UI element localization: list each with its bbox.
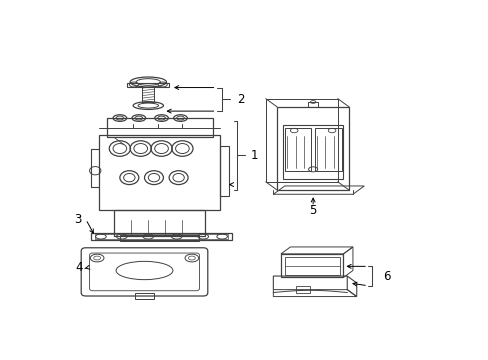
Bar bbox=[307, 102, 317, 107]
Bar bbox=[91, 233, 231, 240]
Bar bbox=[106, 118, 212, 138]
Bar bbox=[284, 128, 310, 171]
Bar bbox=[282, 125, 343, 179]
Bar bbox=[142, 87, 154, 102]
Text: 6: 6 bbox=[383, 270, 390, 283]
Text: 5: 5 bbox=[309, 204, 316, 217]
Text: 4: 4 bbox=[75, 261, 82, 274]
Bar bbox=[280, 254, 343, 278]
Bar bbox=[284, 257, 339, 275]
Bar bbox=[220, 146, 228, 195]
Text: 2: 2 bbox=[237, 93, 244, 106]
Bar bbox=[277, 107, 348, 190]
Bar bbox=[95, 234, 227, 239]
Text: 1: 1 bbox=[250, 149, 258, 162]
Bar bbox=[127, 83, 169, 87]
Bar bbox=[99, 135, 220, 210]
Bar bbox=[314, 128, 341, 171]
Bar bbox=[120, 235, 199, 241]
Bar bbox=[114, 210, 205, 236]
Text: 3: 3 bbox=[74, 213, 81, 226]
Bar bbox=[295, 287, 310, 293]
